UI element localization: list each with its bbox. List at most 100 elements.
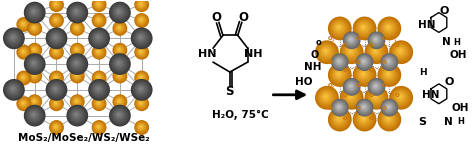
Circle shape [54, 101, 58, 106]
Circle shape [397, 94, 403, 100]
Circle shape [117, 73, 122, 78]
Text: HO: HO [295, 77, 313, 87]
Circle shape [131, 27, 153, 49]
Circle shape [113, 22, 127, 35]
Circle shape [94, 73, 104, 83]
Text: O: O [211, 11, 221, 24]
Circle shape [54, 2, 58, 7]
Circle shape [383, 55, 396, 69]
Circle shape [94, 122, 104, 132]
Circle shape [393, 44, 409, 60]
Circle shape [138, 124, 144, 130]
Circle shape [93, 32, 104, 43]
Text: OH: OH [450, 50, 467, 60]
Circle shape [75, 62, 77, 64]
Circle shape [69, 4, 85, 20]
Circle shape [389, 86, 413, 110]
Circle shape [97, 75, 100, 79]
Circle shape [71, 95, 84, 108]
Circle shape [31, 9, 36, 14]
Circle shape [354, 64, 375, 86]
Circle shape [345, 46, 357, 57]
Circle shape [369, 79, 384, 94]
Circle shape [53, 74, 59, 81]
Circle shape [357, 112, 371, 126]
Circle shape [96, 124, 101, 129]
Circle shape [366, 42, 386, 62]
Text: o: o [395, 67, 400, 73]
Circle shape [33, 62, 34, 64]
Circle shape [331, 99, 349, 117]
Circle shape [334, 101, 346, 113]
Circle shape [18, 19, 29, 30]
Circle shape [134, 71, 149, 85]
Circle shape [137, 0, 146, 9]
Circle shape [385, 24, 391, 30]
Circle shape [115, 8, 123, 15]
Text: O: O [311, 50, 319, 60]
Circle shape [317, 88, 337, 107]
Circle shape [94, 98, 104, 108]
Circle shape [356, 19, 373, 37]
Circle shape [395, 92, 405, 102]
Circle shape [116, 9, 122, 14]
Circle shape [383, 56, 395, 68]
Circle shape [55, 102, 57, 104]
Circle shape [383, 102, 394, 112]
Circle shape [27, 56, 42, 71]
Circle shape [346, 82, 356, 91]
Circle shape [55, 126, 57, 128]
Circle shape [118, 48, 120, 51]
Circle shape [47, 29, 65, 47]
Circle shape [72, 59, 81, 68]
Circle shape [362, 26, 364, 28]
Circle shape [138, 124, 144, 129]
Circle shape [134, 120, 149, 135]
Circle shape [347, 93, 355, 101]
Circle shape [117, 47, 122, 52]
Circle shape [32, 99, 36, 104]
Text: NH: NH [245, 49, 263, 59]
Circle shape [345, 33, 358, 47]
Circle shape [355, 65, 374, 85]
Circle shape [346, 46, 356, 56]
Circle shape [358, 68, 370, 80]
Circle shape [28, 43, 41, 57]
Circle shape [9, 34, 17, 41]
Circle shape [353, 108, 376, 131]
Circle shape [138, 49, 144, 55]
Circle shape [31, 47, 37, 53]
Circle shape [29, 96, 40, 107]
Circle shape [347, 47, 355, 55]
Circle shape [8, 84, 18, 95]
Circle shape [331, 111, 347, 127]
Circle shape [136, 72, 148, 84]
Circle shape [346, 81, 357, 92]
Circle shape [115, 71, 125, 81]
Circle shape [115, 97, 124, 106]
Circle shape [30, 71, 39, 80]
Circle shape [33, 10, 34, 12]
Circle shape [94, 123, 103, 131]
Circle shape [331, 53, 349, 71]
Circle shape [132, 28, 152, 48]
Circle shape [91, 120, 107, 135]
Circle shape [51, 98, 62, 109]
Circle shape [116, 24, 123, 32]
Circle shape [90, 81, 108, 99]
Circle shape [49, 31, 64, 45]
Circle shape [21, 75, 26, 80]
Circle shape [381, 67, 397, 82]
Text: o: o [382, 82, 387, 88]
Circle shape [347, 48, 354, 54]
Circle shape [70, 6, 83, 18]
Circle shape [55, 18, 57, 21]
Circle shape [116, 98, 122, 104]
Circle shape [93, 14, 105, 26]
Circle shape [11, 87, 15, 91]
Circle shape [32, 113, 36, 116]
Circle shape [10, 86, 16, 92]
Circle shape [19, 48, 27, 56]
Circle shape [357, 101, 371, 114]
Circle shape [386, 58, 392, 64]
